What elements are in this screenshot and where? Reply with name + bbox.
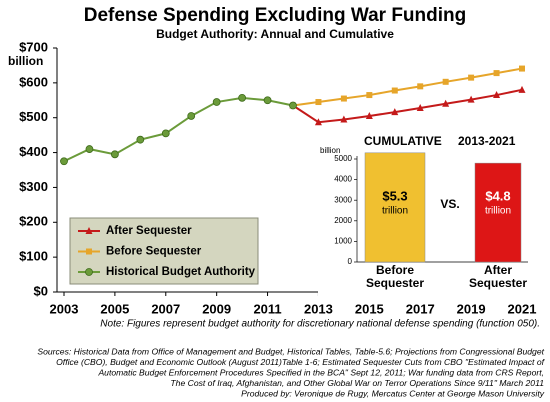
chart-subtitle: Budget Authority: Annual and Cumulative — [156, 27, 394, 41]
y-tick-label: $300 — [19, 179, 48, 194]
marker — [416, 103, 424, 111]
y-tick-label: $100 — [19, 249, 48, 264]
y-tick-label: $600 — [19, 74, 48, 89]
category-label: After Sequester — [468, 263, 528, 290]
marker — [366, 92, 373, 99]
source-line: The Cost of Iraq, Afghanistan, and Other… — [170, 378, 544, 388]
inset-y-tick-label: 4000 — [334, 175, 352, 184]
marker — [519, 65, 525, 72]
inset-title: CUMULATIVE — [364, 134, 442, 148]
x-tick-label: 2005 — [100, 301, 129, 316]
inset-y-tick-label: 2000 — [334, 216, 352, 225]
marker — [518, 85, 526, 93]
inset-period: 2013-2021 — [458, 134, 516, 148]
x-tick-label: 2015 — [355, 301, 384, 316]
marker — [110, 150, 119, 159]
value-label: $5.3 — [382, 188, 407, 203]
marker — [467, 95, 475, 103]
marker — [391, 108, 399, 116]
x-tick-label: 2009 — [202, 301, 231, 316]
series-line — [292, 88, 523, 124]
source-line: Automatic Budget Enforcement Procedures … — [97, 367, 544, 377]
inset-y-tick-label: 3000 — [334, 195, 352, 204]
x-tick-label: 2021 — [508, 301, 537, 316]
y-tick-label: $200 — [19, 214, 48, 229]
inset-y-label: billion — [320, 146, 340, 155]
series-line — [292, 67, 523, 107]
marker — [187, 112, 196, 120]
marker — [417, 83, 424, 90]
x-tick-label: 2013 — [304, 301, 333, 316]
marker — [85, 268, 93, 276]
legend-box — [69, 217, 259, 285]
category-label: Before Sequester — [365, 263, 425, 290]
x-tick-label: 2019 — [457, 301, 486, 316]
marker — [314, 118, 322, 126]
source-line: Office (CBO), Budget and Economic Outloo… — [56, 357, 545, 367]
x-tick-label: 2007 — [151, 301, 180, 316]
marker — [161, 129, 170, 138]
marker — [263, 96, 272, 105]
inset-y-tick-label: 0 — [348, 257, 353, 266]
bar — [474, 162, 522, 263]
marker — [238, 93, 247, 102]
marker — [60, 157, 68, 166]
legend-label: Before Sequester — [106, 246, 202, 258]
marker — [365, 111, 373, 119]
value-unit: trillion — [485, 206, 511, 217]
chart-title: Defense Spending Excluding War Funding — [84, 5, 466, 26]
series-line — [63, 96, 294, 163]
marker — [289, 101, 297, 110]
marker — [493, 70, 500, 77]
marker — [493, 91, 501, 99]
marker — [340, 95, 347, 102]
marker — [212, 98, 221, 106]
y-tick-label: $400 — [19, 144, 48, 159]
note: Note: Figures represent budget authority… — [100, 319, 540, 330]
inset-y-tick-label: 1000 — [334, 237, 352, 246]
source-line: Sources: Historical Data from Office of … — [37, 346, 544, 356]
marker — [340, 115, 348, 123]
x-tick-label: 2011 — [253, 301, 281, 316]
marker — [136, 135, 145, 144]
marker — [442, 78, 449, 85]
marker — [468, 74, 475, 81]
marker — [85, 145, 94, 153]
marker — [391, 87, 398, 94]
source-line: Produced by: Veronique de Rugy, Mercatus… — [241, 388, 545, 398]
y-unit: billion — [8, 54, 43, 68]
legend-label: Historical Budget Authority — [106, 266, 256, 278]
x-tick-label: 2003 — [50, 301, 79, 316]
value-label: $4.8 — [485, 188, 510, 203]
inset-y-tick-label: 5000 — [334, 154, 352, 163]
value-unit: trillion — [382, 206, 408, 217]
marker — [442, 99, 450, 107]
marker — [85, 227, 93, 234]
y-tick-label: $500 — [19, 109, 48, 124]
marker — [315, 99, 322, 106]
marker — [86, 248, 92, 255]
x-tick-label: 2017 — [406, 301, 435, 316]
y-tick-label: $0 — [34, 283, 48, 298]
legend-label: After Sequester — [106, 225, 192, 237]
bar — [364, 152, 426, 263]
y-tick-label: $700 — [19, 39, 48, 54]
annotation: VS. — [440, 197, 459, 211]
